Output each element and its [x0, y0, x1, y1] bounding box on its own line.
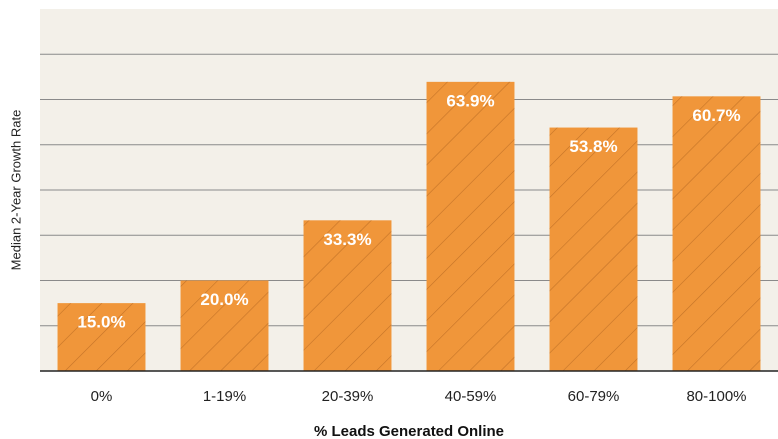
x-tick-label: 40-59%	[445, 388, 497, 405]
bar-hatch	[180, 280, 269, 371]
bar-hatch	[57, 303, 146, 371]
x-tick-label: 20-39%	[322, 388, 374, 405]
data-label: 63.9%	[446, 91, 494, 110]
data-label: 53.8%	[569, 137, 617, 156]
bar-hatch	[303, 220, 392, 371]
bar-hatch	[549, 127, 638, 372]
x-axis-title: % Leads Generated Online	[314, 423, 504, 439]
x-tick-label: 80-100%	[686, 388, 746, 405]
bar-hatch	[672, 96, 761, 372]
x-tick-label: 60-79%	[568, 388, 620, 405]
y-axis-title: Median 2-Year Growth Rate	[8, 110, 23, 271]
x-tick-label: 0%	[91, 388, 113, 405]
data-label: 33.3%	[323, 230, 371, 249]
bar-hatch	[426, 81, 515, 371]
data-label: 15.0%	[77, 313, 125, 332]
data-label: 60.7%	[692, 106, 740, 125]
data-label: 20.0%	[200, 290, 248, 309]
x-tick-label: 1-19%	[203, 388, 246, 405]
